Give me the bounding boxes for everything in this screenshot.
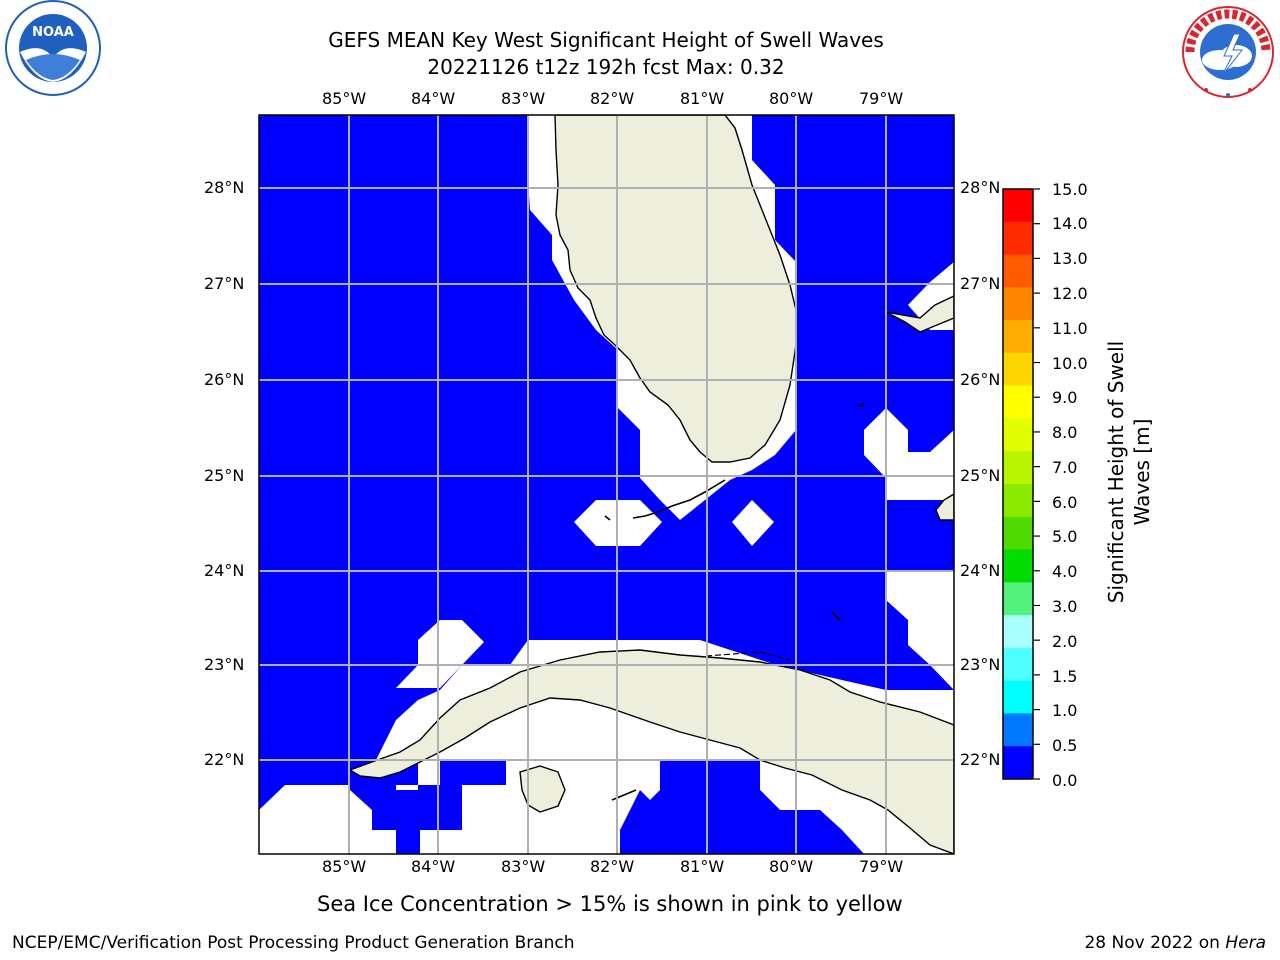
florida-keys — [632, 479, 726, 519]
lat-label-right: 22°N — [960, 750, 1001, 769]
lon-label-bottom: 82°W — [590, 857, 635, 876]
colorbar-tick: 0.5 — [1052, 736, 1078, 755]
footer-date-text: 28 Nov 2022 on — [1084, 933, 1220, 953]
colorbar-tick: 0.0 — [1052, 771, 1078, 790]
colorbar-tick-marks — [1034, 188, 1042, 781]
land-florida — [554, 115, 797, 463]
map-panel[interactable] — [258, 114, 955, 855]
colorbar-cell — [1003, 385, 1033, 419]
colorbar-cell — [1003, 451, 1033, 485]
colorbar-label-line1: Significant Height of Swell — [1104, 340, 1128, 604]
lat-label-right: 26°N — [960, 370, 1001, 389]
colorbar-cell — [1003, 582, 1033, 616]
lon-label-top: 80°W — [769, 89, 814, 108]
colorbar-label-line2: Waves [m] — [1130, 418, 1154, 526]
lat-label-left: 23°N — [204, 655, 245, 674]
lon-label-bottom: 85°W — [322, 857, 367, 876]
colorbar-tick: 15.0 — [1052, 180, 1088, 199]
colorbar-tick: 7.0 — [1052, 458, 1078, 477]
lat-label-right: 27°N — [960, 274, 1001, 293]
colorbar-cell — [1003, 352, 1033, 387]
colorbar-tick: 14.0 — [1052, 214, 1088, 233]
colorbar-tick: 3.0 — [1052, 597, 1078, 616]
colorbar-cell — [1003, 680, 1033, 714]
graticule — [259, 115, 954, 854]
map-title-line1: GEFS MEAN Key West Significant Height of… — [328, 28, 884, 52]
colorbar-cell — [1003, 221, 1033, 256]
land-isla-juventud — [519, 765, 566, 813]
lat-label-left: 26°N — [204, 370, 245, 389]
lon-label-top: 79°W — [859, 89, 904, 108]
colorbar-cell — [1003, 189, 1033, 223]
colorbar-cell — [1003, 516, 1033, 551]
colorbar-cell — [1003, 484, 1033, 518]
lat-label-left: 25°N — [204, 466, 245, 485]
colorbar-tick: 12.0 — [1052, 284, 1088, 303]
colorbar-tick: 4.0 — [1052, 562, 1078, 581]
lat-label-left: 24°N — [204, 561, 245, 580]
lon-label-top: 84°W — [411, 89, 456, 108]
lon-label-top: 81°W — [680, 89, 725, 108]
colorbar-cell — [1003, 746, 1033, 780]
lat-label-left: 28°N — [204, 178, 245, 197]
lon-label-bottom: 80°W — [769, 857, 814, 876]
colorbar-tick: 1.0 — [1052, 701, 1078, 720]
colorbar-cell — [1003, 320, 1033, 354]
footer-date: 28 Nov 2022 on Hera — [1084, 933, 1266, 953]
colorbar-tick: 2.0 — [1052, 632, 1078, 651]
lon-label-bottom: 84°W — [411, 857, 456, 876]
colorbar-tick: 6.0 — [1052, 493, 1078, 512]
colorbar-tick: 13.0 — [1052, 249, 1088, 268]
lat-label-right: 25°N — [960, 466, 1001, 485]
lon-label-top: 82°W — [590, 89, 635, 108]
lat-label-right: 23°N — [960, 655, 1001, 674]
colorbar-tick: 9.0 — [1052, 388, 1078, 407]
nws-logo — [1176, 4, 1280, 102]
lat-label-right: 24°N — [960, 561, 1001, 580]
colorbar-tick: 1.5 — [1052, 667, 1078, 686]
colorbar-tick: 8.0 — [1052, 423, 1078, 442]
lat-label-right: 28°N — [960, 178, 1001, 197]
colorbar-cell — [1003, 713, 1033, 747]
svg-text:NOAA: NOAA — [32, 25, 74, 40]
footer-producer: NCEP/EMC/Verification Post Processing Pr… — [12, 933, 575, 953]
lon-label-bottom: 83°W — [501, 857, 546, 876]
footer-host: Hera — [1225, 933, 1266, 953]
sea-ice-caption: Sea Ice Concentration > 15% is shown in … — [317, 892, 903, 916]
colorbar-cell — [1003, 418, 1033, 452]
land-bahamas — [885, 295, 954, 333]
lat-label-left: 22°N — [204, 750, 245, 769]
colorbar-cell — [1003, 549, 1033, 583]
map-border — [258, 114, 955, 855]
lon-label-top: 83°W — [501, 89, 546, 108]
colorbar-tick: 10.0 — [1052, 354, 1088, 373]
colorbar-cell — [1003, 287, 1033, 321]
noaa-logo: NOAA — [2, 0, 104, 100]
lon-label-bottom: 79°W — [859, 857, 904, 876]
colorbar-cell — [1003, 615, 1033, 649]
colorbar-tick: 11.0 — [1052, 319, 1088, 338]
colorbar-cell — [1003, 254, 1033, 288]
colorbar-tick: 5.0 — [1052, 527, 1078, 546]
colorbar — [1002, 188, 1034, 780]
lon-label-bottom: 81°W — [680, 857, 725, 876]
lat-label-left: 27°N — [204, 274, 245, 293]
swell-field-holes — [350, 760, 864, 854]
lon-label-top: 85°W — [322, 89, 367, 108]
map-title-line2: 20221126 t12z 192h fcst Max: 0.32 — [427, 55, 785, 79]
colorbar-cell — [1003, 647, 1033, 682]
